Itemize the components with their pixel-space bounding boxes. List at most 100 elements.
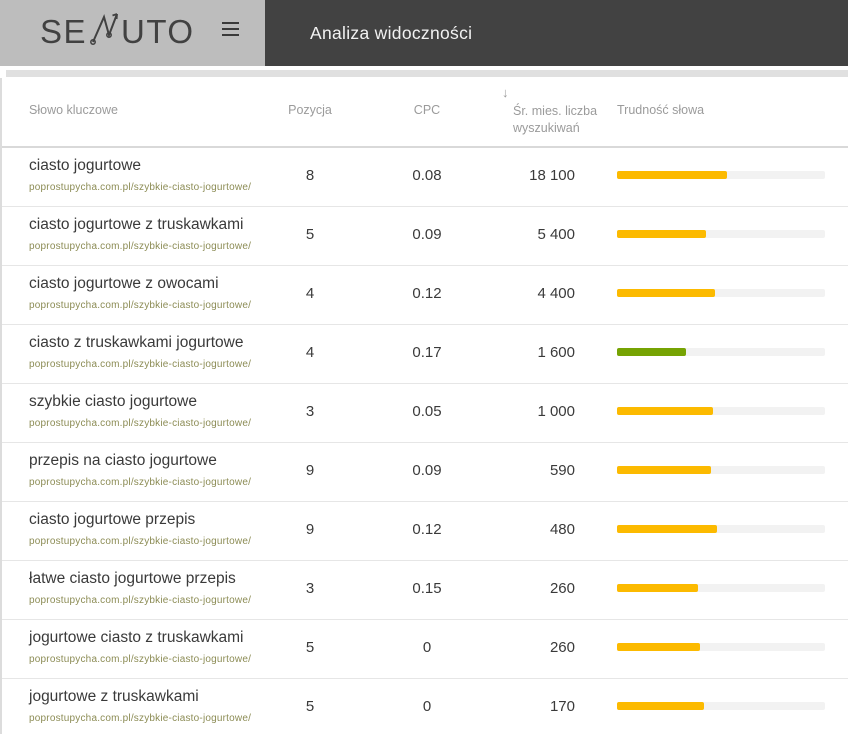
cpc-value: 0.09: [412, 462, 442, 479]
keyword-cell: ciasto z truskawkami jogurtowe poprostup…: [0, 325, 277, 370]
difficulty-bar-track: [617, 348, 825, 356]
keyword-cell: ciasto jogurtowe przepis poprostupycha.c…: [0, 502, 277, 547]
keyword-link[interactable]: jogurtowe z truskawkami: [29, 688, 199, 705]
logo-text-suffix: UTO: [121, 13, 195, 50]
table-row: jogurtowe ciasto z truskawkami poprostup…: [0, 620, 848, 679]
volume-value: 4 400: [537, 285, 575, 302]
keyword-link[interactable]: ciasto jogurtowe: [29, 157, 142, 174]
column-header-keyword[interactable]: Słowo kluczowe: [29, 103, 118, 117]
cpc-value: 0: [422, 698, 432, 715]
cpc-value: 0.15: [412, 580, 442, 597]
keyword-link[interactable]: ciasto z truskawkami jogurtowe: [29, 334, 244, 351]
table-row: jogurtowe z truskawkami poprostupycha.co…: [0, 679, 848, 734]
column-header-difficulty[interactable]: Trudność słowa: [617, 103, 705, 117]
volume-value: 260: [549, 580, 575, 597]
column-header-volume[interactable]: ↓ Śr. mies. liczba wyszukiwań: [502, 85, 613, 137]
table-row: ciasto z truskawkami jogurtowe poprostup…: [0, 325, 848, 384]
menu-hamburger-icon[interactable]: [222, 22, 240, 36]
position-value: 9: [305, 462, 315, 479]
keyword-link[interactable]: łatwe ciasto jogurtowe przepis: [29, 570, 236, 587]
url-link[interactable]: poprostupycha.com.pl/szybkie-ciasto-jogu…: [29, 653, 252, 665]
top-bar-title-area: Analiza widoczności: [265, 0, 848, 66]
left-edge-divider: [0, 78, 2, 734]
difficulty-bar-track: [617, 584, 825, 592]
position-value: 3: [305, 403, 315, 420]
keyword-link[interactable]: ciasto jogurtowe z truskawkami: [29, 216, 244, 233]
cpc-value: 0.09: [412, 226, 442, 243]
volume-value: 480: [549, 521, 575, 538]
difficulty-bar-fill: [617, 643, 701, 651]
url-link[interactable]: poprostupycha.com.pl/szybkie-ciasto-jogu…: [29, 417, 252, 429]
cpc-value: 0.17: [412, 344, 442, 361]
position-value: 4: [305, 344, 315, 361]
table-body: ciasto jogurtowe poprostupycha.com.pl/sz…: [0, 148, 848, 734]
horizontal-scrollbar-track[interactable]: [6, 70, 848, 77]
difficulty-bar-fill: [617, 525, 717, 533]
difficulty-bar-fill: [617, 466, 711, 474]
keyword-link[interactable]: szybkie ciasto jogurtowe: [29, 393, 197, 410]
hamburger-bar: [222, 33, 239, 36]
table-row: ciasto jogurtowe z truskawkami poprostup…: [0, 207, 848, 266]
senuto-logo[interactable]: SE UTO: [40, 9, 195, 48]
url-link[interactable]: poprostupycha.com.pl/szybkie-ciasto-jogu…: [29, 181, 252, 193]
hamburger-bar: [222, 27, 239, 31]
url-link[interactable]: poprostupycha.com.pl/szybkie-ciasto-jogu…: [29, 712, 252, 724]
difficulty-bar-track: [617, 702, 825, 710]
keyword-link[interactable]: jogurtowe ciasto z truskawkami: [29, 629, 244, 646]
position-value: 5: [305, 226, 315, 243]
difficulty-bar-track: [617, 171, 825, 179]
url-link[interactable]: poprostupycha.com.pl/szybkie-ciasto-jogu…: [29, 358, 252, 370]
keyword-link[interactable]: przepis na ciasto jogurtowe: [29, 452, 217, 469]
url-link[interactable]: poprostupycha.com.pl/szybkie-ciasto-jogu…: [29, 594, 252, 606]
sort-descending-icon[interactable]: ↓: [502, 85, 509, 100]
difficulty-bar-fill: [617, 289, 715, 297]
cpc-value: 0.08: [412, 167, 442, 184]
difficulty-bar-fill: [617, 407, 713, 415]
volume-value: 590: [549, 462, 575, 479]
chart-line-icon: [87, 9, 121, 48]
keyword-cell: ciasto jogurtowe z owocami poprostupycha…: [0, 266, 277, 311]
table-row: szybkie ciasto jogurtowe poprostupycha.c…: [0, 384, 848, 443]
cpc-value: 0: [422, 639, 432, 656]
position-value: 4: [305, 285, 315, 302]
difficulty-bar-track: [617, 466, 825, 474]
difficulty-bar-fill: [617, 584, 699, 592]
keyword-cell: jogurtowe z truskawkami poprostupycha.co…: [0, 679, 277, 724]
volume-value: 1 600: [537, 344, 575, 361]
url-link[interactable]: poprostupycha.com.pl/szybkie-ciasto-jogu…: [29, 240, 252, 252]
keyword-cell: jogurtowe ciasto z truskawkami poprostup…: [0, 620, 277, 665]
volume-value: 5 400: [537, 226, 575, 243]
difficulty-bar-track: [617, 289, 825, 297]
url-link[interactable]: poprostupycha.com.pl/szybkie-ciasto-jogu…: [29, 476, 252, 488]
difficulty-bar-fill: [617, 348, 686, 356]
keyword-cell: szybkie ciasto jogurtowe poprostupycha.c…: [0, 384, 277, 429]
keyword-link[interactable]: ciasto jogurtowe przepis: [29, 511, 196, 528]
cpc-value: 0.05: [412, 403, 442, 420]
top-bar: SE UTO Analiza widoczności: [0, 0, 848, 66]
table-row: przepis na ciasto jogurtowe poprostupych…: [0, 443, 848, 502]
table-row: łatwe ciasto jogurtowe przepis poprostup…: [0, 561, 848, 620]
url-link[interactable]: poprostupycha.com.pl/szybkie-ciasto-jogu…: [29, 299, 252, 311]
table-row: ciasto jogurtowe przepis poprostupycha.c…: [0, 502, 848, 561]
position-value: 9: [305, 521, 315, 538]
table-row: ciasto jogurtowe z owocami poprostupycha…: [0, 266, 848, 325]
difficulty-bar-fill: [617, 171, 728, 179]
position-value: 3: [305, 580, 315, 597]
page-title: Analiza widoczności: [310, 22, 473, 43]
position-value: 5: [305, 698, 315, 715]
keyword-link[interactable]: ciasto jogurtowe z owocami: [29, 275, 219, 292]
difficulty-bar-track: [617, 230, 825, 238]
cpc-value: 0.12: [412, 285, 442, 302]
position-value: 8: [305, 167, 315, 184]
column-header-position[interactable]: Pozycja: [288, 103, 332, 117]
keyword-cell: przepis na ciasto jogurtowe poprostupych…: [0, 443, 277, 488]
volume-value: 260: [549, 639, 575, 656]
difficulty-bar-track: [617, 525, 825, 533]
volume-value: 18 100: [529, 167, 575, 184]
keyword-cell: łatwe ciasto jogurtowe przepis poprostup…: [0, 561, 277, 606]
difficulty-bar-fill: [617, 702, 705, 710]
url-link[interactable]: poprostupycha.com.pl/szybkie-ciasto-jogu…: [29, 535, 252, 547]
position-value: 5: [305, 639, 315, 656]
volume-value: 1 000: [537, 403, 575, 420]
column-header-cpc[interactable]: CPC: [413, 103, 441, 117]
